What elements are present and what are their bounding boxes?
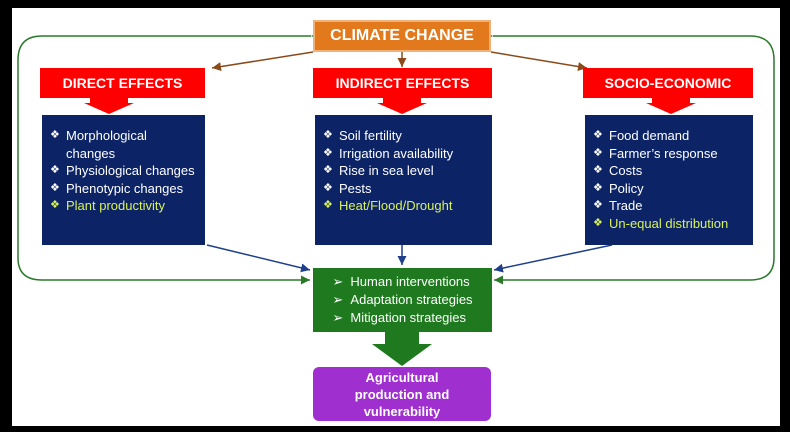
effect-item: Costs — [593, 162, 728, 180]
feedback-loop-left — [17, 31, 320, 285]
green-arrow — [372, 332, 432, 366]
effect-item: Policy — [593, 180, 728, 198]
effect-item: Food demand — [593, 127, 728, 145]
intervention-item: Adaptation strategies — [332, 291, 472, 309]
effect-item: Trade — [593, 197, 728, 215]
effect-list: Food demandFarmer’s responseCostsPolicyT… — [593, 127, 728, 232]
arrow — [206, 244, 311, 273]
effect-panel: Morphological changesPhysiological chang… — [42, 115, 205, 245]
effect-item: Heat/Flood/Drought — [323, 197, 453, 215]
effect-item: Farmer’s response — [593, 145, 728, 163]
effect-item: Physiological changes — [50, 162, 199, 180]
effect-header: INDIRECT EFFECTS — [313, 68, 492, 98]
effect-list: Soil fertilityIrrigation availabilityRis… — [323, 127, 453, 215]
canvas: CLIMATE CHANGE Human interventionsAdapta… — [12, 8, 780, 426]
arrow — [211, 51, 314, 72]
effect-item: Soil fertility — [323, 127, 453, 145]
effect-panel: Soil fertilityIrrigation availabilityRis… — [315, 115, 492, 245]
feedback-loop-right — [484, 31, 775, 285]
intervention-item: Mitigation strategies — [332, 309, 472, 327]
red-arrow — [646, 98, 696, 114]
effect-item: Phenotypic changes — [50, 180, 199, 198]
effect-item: Un-equal distribution — [593, 215, 728, 233]
interventions-list: Human interventionsAdaptation strategies… — [332, 273, 472, 327]
effect-item: Rise in sea level — [323, 162, 453, 180]
effect-header: DIRECT EFFECTS — [40, 68, 205, 98]
effect-panel: Food demandFarmer’s responseCostsPolicyT… — [585, 115, 753, 245]
arrow — [490, 51, 588, 71]
climate-change-box: CLIMATE CHANGE — [313, 20, 491, 52]
interventions-box: Human interventionsAdaptation strategies… — [313, 268, 492, 332]
effect-list: Morphological changesPhysiological chang… — [50, 127, 199, 215]
red-arrow — [84, 98, 134, 114]
effect-item: Irrigation availability — [323, 145, 453, 163]
effect-item: Plant productivity — [50, 197, 199, 215]
effect-item: Pests — [323, 180, 453, 198]
red-arrow — [377, 98, 427, 114]
connectors — [17, 31, 775, 366]
effect-header: SOCIO-ECONOMIC — [583, 68, 753, 98]
intervention-item: Human interventions — [332, 273, 472, 291]
effect-item: Morphological changes — [50, 127, 199, 162]
arrow — [493, 244, 613, 273]
outcome-box: Agricultural production and vulnerabilit… — [313, 367, 491, 421]
